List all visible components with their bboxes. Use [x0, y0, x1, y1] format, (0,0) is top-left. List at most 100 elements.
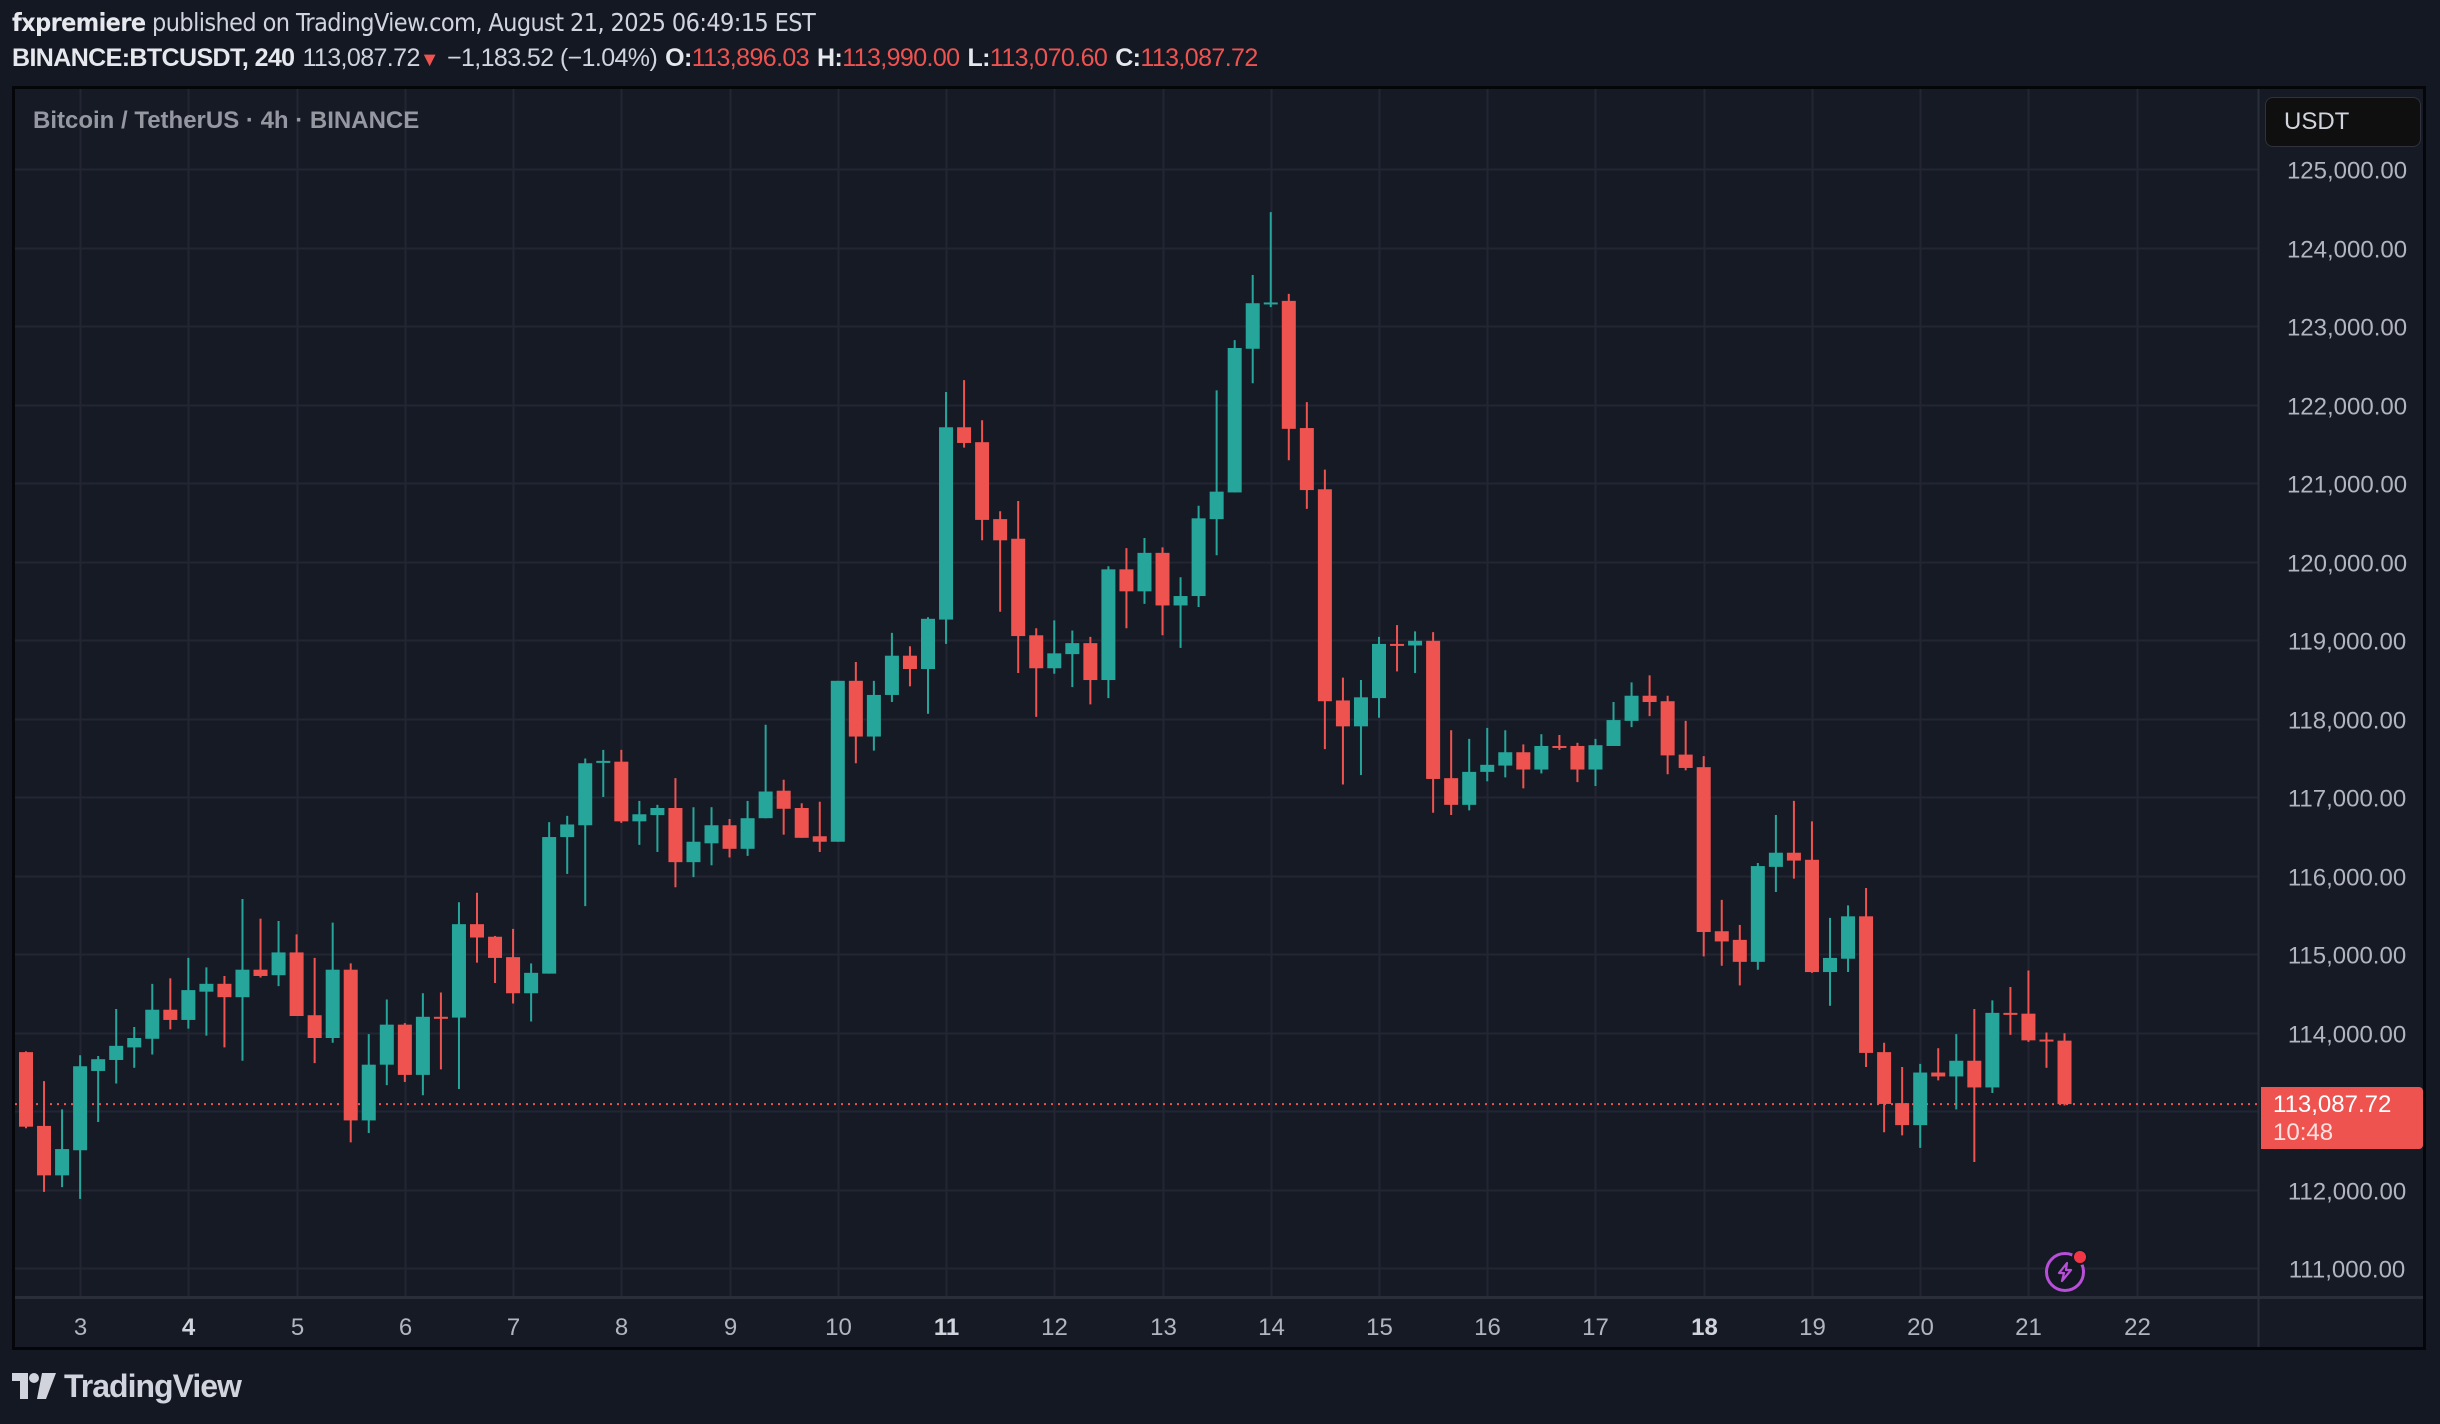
candle[interactable] [1480, 727, 1495, 782]
candle[interactable] [1985, 1000, 2000, 1093]
candle[interactable] [1895, 1067, 1910, 1136]
candle[interactable] [1083, 636, 1098, 705]
candle[interactable] [1768, 815, 1783, 892]
candle[interactable] [1444, 730, 1459, 816]
candle[interactable] [1065, 630, 1080, 688]
candle[interactable] [1696, 756, 1711, 957]
candle[interactable] [902, 646, 917, 687]
candle[interactable] [271, 921, 286, 987]
candle[interactable] [1570, 742, 1585, 783]
candle[interactable] [1335, 677, 1350, 785]
candle[interactable] [451, 902, 466, 1090]
candle[interactable] [776, 779, 791, 835]
candle[interactable] [1173, 577, 1188, 648]
candle[interactable] [2003, 986, 2018, 1035]
candle[interactable] [650, 804, 665, 852]
candle[interactable] [325, 922, 340, 1043]
candle[interactable] [1209, 390, 1224, 556]
candle[interactable] [524, 963, 539, 1022]
candle[interactable] [1353, 680, 1368, 776]
candle[interactable] [1823, 917, 1837, 1006]
candle[interactable] [704, 807, 719, 866]
candle[interactable] [1804, 821, 1819, 973]
candle[interactable] [415, 993, 430, 1096]
candle[interactable] [1516, 744, 1531, 789]
candle[interactable] [343, 963, 358, 1143]
candle[interactable] [253, 918, 268, 978]
candle[interactable] [73, 1055, 88, 1199]
candle[interactable] [1967, 1008, 1982, 1163]
candle[interactable] [542, 822, 557, 974]
candle[interactable] [19, 1051, 33, 1129]
candle[interactable] [235, 899, 250, 1061]
candle[interactable] [199, 967, 214, 1036]
candle[interactable] [109, 1008, 124, 1084]
price-axis[interactable] [2258, 89, 2426, 1350]
candle[interactable] [1624, 682, 1639, 728]
candle[interactable] [55, 1109, 70, 1188]
candle[interactable] [1029, 628, 1044, 717]
candle[interactable] [289, 934, 304, 1017]
candle[interactable] [1408, 631, 1423, 673]
candle[interactable] [866, 680, 881, 751]
candle[interactable] [1047, 620, 1062, 674]
candle[interactable] [1372, 636, 1386, 718]
candle[interactable] [830, 680, 845, 842]
candle[interactable] [307, 957, 322, 1064]
candle[interactable] [1859, 888, 1874, 1068]
candle[interactable] [2021, 970, 2036, 1042]
candle[interactable] [632, 800, 647, 845]
candle[interactable] [217, 975, 232, 1048]
candle[interactable] [794, 803, 809, 838]
candle[interactable] [957, 380, 972, 448]
candle[interactable] [560, 815, 575, 874]
candle[interactable] [506, 928, 521, 1004]
candle[interactable] [1949, 1034, 1964, 1110]
candle[interactable] [921, 617, 935, 714]
lightning-alert-icon[interactable] [2045, 1249, 2088, 1292]
candle[interactable] [578, 758, 593, 907]
candle[interactable] [1786, 800, 1801, 879]
candle[interactable] [1263, 212, 1278, 308]
candle[interactable] [1137, 537, 1152, 604]
candle[interactable] [181, 957, 196, 1029]
candle[interactable] [1119, 548, 1134, 629]
candle[interactable] [1155, 547, 1170, 636]
tradingview-logo[interactable]: TradingView [12, 1368, 242, 1404]
candle[interactable] [145, 983, 160, 1055]
candle[interactable] [1750, 862, 1765, 970]
candle[interactable] [1191, 505, 1206, 608]
candle[interactable] [758, 724, 773, 819]
candle[interactable] [1390, 625, 1405, 672]
candle[interactable] [2039, 1032, 2054, 1068]
candle[interactable] [848, 661, 863, 764]
candle[interactable] [686, 807, 701, 878]
candle[interactable] [722, 818, 737, 858]
candle[interactable] [1841, 905, 1856, 973]
candle[interactable] [1642, 675, 1657, 717]
candle[interactable] [1462, 738, 1477, 811]
candle[interactable] [1245, 274, 1260, 384]
candle[interactable] [1660, 695, 1675, 775]
candle[interactable] [91, 1056, 106, 1122]
candle[interactable] [2057, 1033, 2072, 1106]
candle[interactable] [379, 999, 394, 1086]
candle[interactable] [127, 1027, 142, 1068]
candle[interactable] [488, 935, 503, 984]
candle[interactable] [361, 1034, 376, 1133]
candle[interactable] [397, 1023, 412, 1082]
candle[interactable] [1678, 720, 1693, 771]
candle[interactable] [1913, 1063, 1928, 1148]
candle[interactable] [1931, 1048, 1946, 1081]
candle[interactable] [1877, 1042, 1892, 1133]
candle[interactable] [1498, 730, 1513, 778]
candle[interactable] [1606, 702, 1621, 746]
candle[interactable] [433, 992, 448, 1070]
candle[interactable] [812, 801, 827, 852]
candle[interactable] [614, 749, 629, 823]
candle[interactable] [740, 800, 755, 856]
candle[interactable] [596, 749, 611, 797]
candle[interactable] [975, 420, 990, 541]
candle[interactable] [884, 632, 899, 703]
candle[interactable] [1299, 402, 1314, 509]
